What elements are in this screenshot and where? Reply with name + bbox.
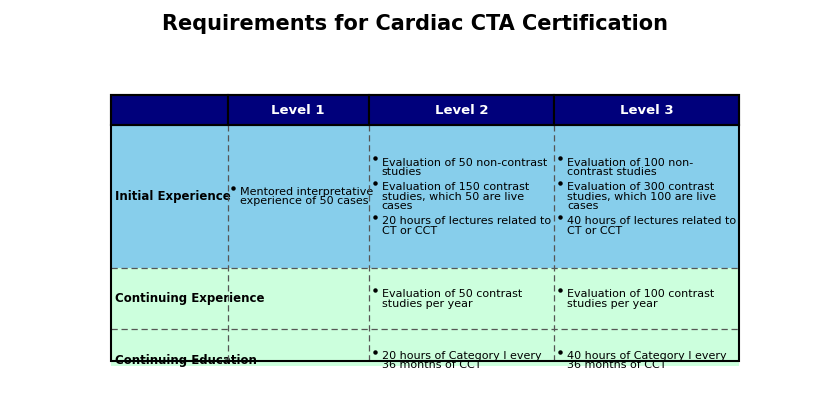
Text: 36 months of CCT: 36 months of CCT bbox=[567, 360, 666, 370]
Text: studies per year: studies per year bbox=[382, 298, 472, 309]
Text: 40 hours of lectures related to: 40 hours of lectures related to bbox=[567, 217, 736, 226]
Bar bbox=[111, 268, 227, 329]
Text: 20 hours of Category I every: 20 hours of Category I every bbox=[382, 351, 541, 361]
Text: Level 3: Level 3 bbox=[620, 104, 673, 117]
Text: Evaluation of 50 non-contrast: Evaluation of 50 non-contrast bbox=[382, 157, 547, 168]
Text: Evaluation of 100 non-: Evaluation of 100 non- bbox=[567, 157, 693, 168]
Text: experience of 50 cases: experience of 50 cases bbox=[241, 196, 369, 206]
Bar bbox=[369, 125, 554, 268]
Text: studies, which 50 are live: studies, which 50 are live bbox=[382, 192, 524, 202]
Text: Evaluation of 150 contrast: Evaluation of 150 contrast bbox=[382, 182, 529, 192]
Text: Evaluation of 100 contrast: Evaluation of 100 contrast bbox=[567, 289, 714, 299]
Text: Mentored interpretative: Mentored interpretative bbox=[241, 187, 374, 197]
Bar bbox=[554, 125, 740, 268]
Bar bbox=[369, 329, 554, 391]
Text: studies per year: studies per year bbox=[567, 298, 657, 309]
Bar bbox=[554, 329, 740, 391]
Bar bbox=[227, 329, 369, 391]
Text: cases: cases bbox=[382, 201, 413, 211]
Bar bbox=[227, 95, 369, 125]
Text: CT or CCT: CT or CCT bbox=[567, 226, 622, 236]
Text: 20 hours of lectures related to: 20 hours of lectures related to bbox=[382, 217, 551, 226]
Text: Evaluation of 300 contrast: Evaluation of 300 contrast bbox=[567, 182, 714, 192]
Text: CT or CCT: CT or CCT bbox=[382, 226, 437, 236]
Bar bbox=[227, 125, 369, 268]
Bar bbox=[554, 95, 740, 125]
Text: contrast studies: contrast studies bbox=[567, 167, 657, 177]
Text: Evaluation of 50 contrast: Evaluation of 50 contrast bbox=[382, 289, 522, 299]
Bar bbox=[111, 125, 227, 268]
Text: cases: cases bbox=[567, 201, 598, 211]
Bar bbox=[554, 268, 740, 329]
Text: studies, which 100 are live: studies, which 100 are live bbox=[567, 192, 716, 202]
Text: 36 months of CCT: 36 months of CCT bbox=[382, 360, 481, 370]
Bar bbox=[111, 95, 740, 361]
Text: Level 1: Level 1 bbox=[271, 104, 325, 117]
Text: Requirements for Cardiac CTA Certification: Requirements for Cardiac CTA Certificati… bbox=[162, 14, 668, 35]
Bar bbox=[227, 268, 369, 329]
Bar bbox=[111, 329, 227, 391]
Text: studies: studies bbox=[382, 167, 422, 177]
Text: Level 2: Level 2 bbox=[435, 104, 488, 117]
Text: 40 hours of Category I every: 40 hours of Category I every bbox=[567, 351, 726, 361]
Text: Initial Experience: Initial Experience bbox=[115, 190, 231, 203]
Text: Continuing Experience: Continuing Experience bbox=[115, 292, 265, 305]
Bar bbox=[369, 268, 554, 329]
Bar bbox=[369, 95, 554, 125]
Bar bbox=[111, 95, 227, 125]
Text: Continuing Education: Continuing Education bbox=[115, 354, 257, 367]
